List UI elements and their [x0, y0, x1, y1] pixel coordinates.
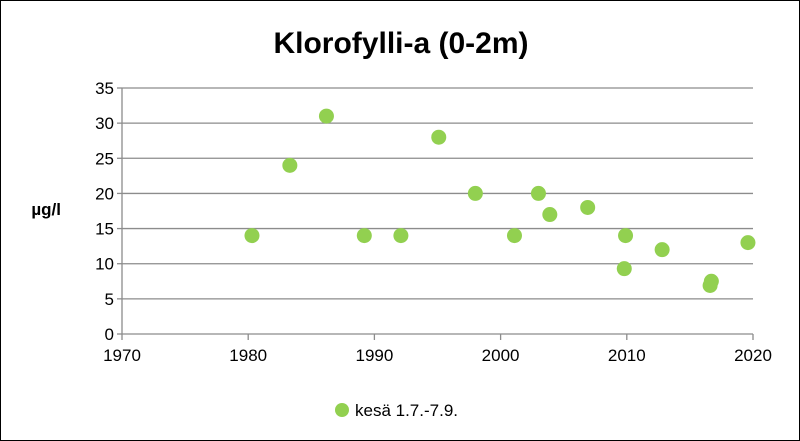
data-point	[318, 108, 334, 124]
data-points	[244, 108, 756, 294]
data-point	[542, 207, 558, 223]
data-point	[530, 185, 546, 201]
grid-lines	[122, 87, 753, 300]
data-point	[702, 278, 718, 294]
x-tick-label: 2010	[608, 346, 646, 365]
data-point	[616, 261, 632, 277]
data-point	[431, 129, 447, 145]
y-tick-label: 20	[95, 184, 114, 203]
data-point	[654, 242, 670, 258]
y-tick-label: 25	[95, 149, 114, 168]
data-point	[282, 157, 298, 173]
y-tick-label: 0	[105, 325, 114, 344]
axes	[117, 87, 754, 340]
data-point	[580, 199, 596, 215]
y-tick-label: 10	[95, 255, 114, 274]
data-point	[506, 228, 522, 244]
x-tick-label: 1980	[229, 346, 267, 365]
y-tick-label: 35	[95, 79, 114, 98]
data-point	[244, 228, 260, 244]
legend-marker	[335, 403, 349, 417]
data-point	[356, 228, 372, 244]
x-tick-label: 1990	[355, 346, 393, 365]
chart-title: Klorofylli-a (0-2m)	[273, 27, 528, 60]
y-tick-label: 15	[95, 220, 114, 239]
data-point	[618, 228, 634, 244]
y-tick-label: 5	[105, 290, 114, 309]
legend-label: kesä 1.7.-7.9.	[355, 401, 458, 420]
y-tick-label: 30	[95, 114, 114, 133]
legend: kesä 1.7.-7.9.	[335, 401, 458, 420]
data-point	[467, 185, 483, 201]
x-tick-label: 2020	[734, 346, 772, 365]
x-tick-label: 2000	[482, 346, 520, 365]
y-axis-label: µg/l	[31, 200, 61, 219]
data-point	[740, 235, 756, 251]
data-point	[393, 228, 409, 244]
tick-labels: 0 5 10 15 20 25 30 35 1970 1980 1990 2000 2010 2020	[95, 79, 772, 365]
x-tick-label: 1970	[103, 346, 141, 365]
